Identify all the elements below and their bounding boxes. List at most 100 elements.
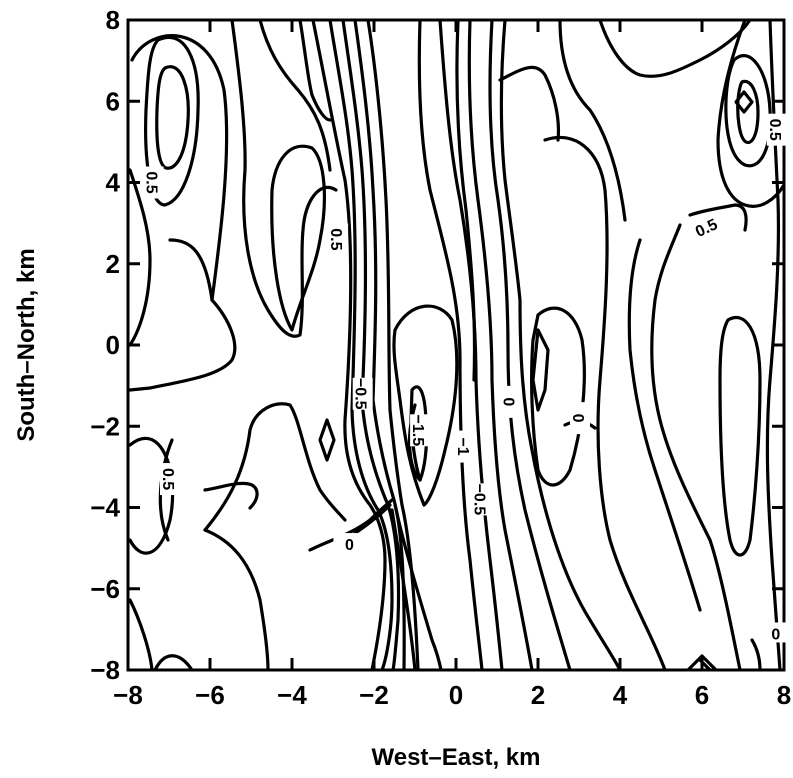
contour-line [393, 503, 443, 670]
y-tick-label: 2 [106, 249, 120, 279]
contour-line [530, 306, 586, 487]
contour-line [390, 508, 417, 670]
contour-label: 0 [345, 537, 354, 554]
y-tick-label: 0 [106, 330, 120, 360]
contour-line [258, 20, 332, 172]
contour-line [128, 168, 152, 347]
contour-label: 0.5 [327, 228, 344, 250]
contour-line [392, 304, 459, 507]
y-tick-labels: −8 −6 −4 −2 0 2 4 6 8 [90, 5, 120, 685]
contour-label-group: 0.5 [686, 210, 725, 243]
contour-label: −1 [454, 437, 471, 455]
contour-label: −0.5 [352, 378, 369, 410]
contour-line [128, 298, 237, 392]
x-ticks [126, 20, 786, 670]
contour-label-group: 0.5 [766, 113, 787, 146]
contour-line [718, 316, 762, 557]
y-ticks [128, 18, 784, 672]
contour-label-group: −0.5 [471, 483, 492, 516]
contour-line [417, 20, 484, 670]
contour-label: −0.5 [471, 484, 488, 516]
contour-label-bg [766, 113, 787, 146]
contour-label-group: 0.5 [143, 166, 164, 199]
contour-label-group: −0.5 [352, 377, 373, 410]
x-tick-label: 8 [777, 680, 791, 710]
contour-label: −1.5 [409, 415, 426, 447]
contour-label: 0 [569, 414, 586, 423]
contour-line [230, 20, 338, 338]
y-tick-label: −8 [90, 655, 120, 685]
contour-label-bg [455, 430, 476, 463]
contour-line [724, 54, 772, 168]
contour-line [144, 36, 200, 207]
x-tick-label: 0 [449, 680, 463, 710]
contour-line [155, 65, 190, 170]
contour-label-bg [686, 210, 725, 243]
x-tick-label: −4 [277, 680, 307, 710]
contour-line [499, 20, 622, 670]
contour-labels: 0.5 0.5 0.5 0.5 0.5 −0.5 −1.5 −1 −0.5 0 0 0 0 [143, 113, 792, 643]
contour-line [128, 598, 154, 670]
contour-label-group: 0.5 [159, 463, 180, 496]
contour-label: 0 [771, 626, 780, 643]
y-tick-label: 6 [106, 86, 120, 116]
contour-line [438, 20, 504, 670]
contour-label-bg [500, 385, 521, 418]
contour-line [688, 203, 748, 232]
contour-line [153, 654, 194, 670]
contour-label-group: 0 [759, 622, 792, 643]
x-tick-label: 2 [531, 680, 545, 710]
contour-line [734, 90, 754, 114]
contour-line [531, 328, 550, 412]
contour-line [128, 436, 175, 555]
contour-label-bg [570, 402, 590, 435]
contour-label: 0.5 [159, 468, 176, 490]
contour-line [736, 79, 760, 145]
contour-line [203, 481, 259, 510]
contour-line [311, 20, 387, 670]
contour-line [318, 418, 336, 462]
contour-label-group: −1.5 [409, 414, 431, 447]
contour-line [488, 20, 572, 670]
contour-label-bg [143, 166, 164, 199]
x-tick-label: 4 [613, 680, 628, 710]
contour-label-bg [410, 414, 431, 447]
contour-line [328, 20, 394, 670]
contour-line [366, 20, 420, 670]
contour-line [650, 223, 742, 670]
contour-line [558, 20, 627, 222]
x-tick-label: −2 [359, 680, 389, 710]
x-axis-title: West–East, km [372, 744, 541, 771]
contour-label-group: 0 [333, 533, 366, 554]
contour-line [467, 20, 534, 670]
contour-line [455, 20, 477, 382]
x-tick-label: 6 [695, 680, 709, 710]
contour-line [203, 528, 270, 670]
y-tick-label: −2 [90, 411, 120, 441]
contour-line [298, 20, 332, 122]
contour-line [627, 238, 702, 612]
contour-line [498, 65, 561, 142]
contour-label-group: −1 [454, 430, 476, 463]
contour-line [203, 402, 347, 532]
y-tick-label: 4 [106, 168, 121, 198]
contour-line [308, 498, 394, 552]
y-tick-label: −6 [90, 574, 120, 604]
contour-label-bg [160, 463, 180, 496]
contour-line [270, 144, 326, 332]
x-tick-label: −6 [195, 680, 225, 710]
contour-line [130, 34, 229, 302]
contour-line [750, 638, 762, 670]
contour-label-bg [333, 533, 366, 554]
y-tick-label: −4 [90, 493, 120, 523]
contour-label: 0.5 [143, 171, 160, 193]
contour-line [353, 20, 406, 670]
x-tick-labels: −8 −6 −4 −2 0 2 4 6 8 [113, 680, 791, 710]
x-tick-label: −8 [113, 680, 143, 710]
contour-line [598, 20, 752, 78]
y-tick-label: 8 [106, 5, 120, 35]
contour-label: 0 [499, 397, 516, 406]
y-axis-title: South–North, km [13, 248, 40, 441]
contour-line [543, 135, 667, 670]
